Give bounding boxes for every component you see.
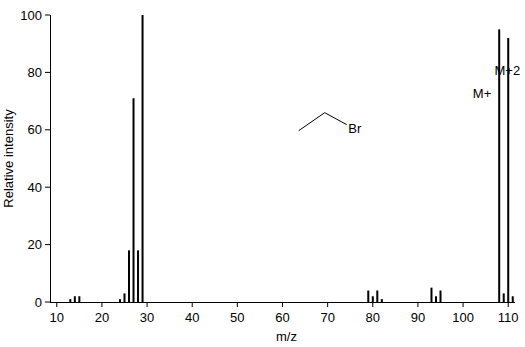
y-tick <box>45 244 50 245</box>
x-tick <box>372 302 373 307</box>
annotation: Br <box>348 121 362 136</box>
x-tick-label: 50 <box>230 310 244 325</box>
annotation: M+ <box>473 86 491 101</box>
x-tick-label: 80 <box>366 310 380 325</box>
x-tick <box>282 302 283 307</box>
bar <box>372 296 374 302</box>
bar <box>133 98 135 302</box>
x-tick-label: 20 <box>95 310 109 325</box>
y-tick-label: 0 <box>35 295 42 310</box>
y-tick-label: 60 <box>28 122 42 137</box>
chart: 10 20 30 40 50 60 70 80 90 100 110 0 20 40 60 80 100 m/z R… <box>0 0 525 347</box>
x-axis-label: m/z <box>276 329 297 344</box>
bar <box>123 293 125 302</box>
y-tick-label: 100 <box>20 8 42 23</box>
bar <box>78 296 80 302</box>
bar <box>430 288 432 302</box>
annotation: M+2 <box>494 63 520 78</box>
bar <box>503 293 505 302</box>
bar <box>381 299 383 302</box>
bar <box>142 15 144 302</box>
bar <box>128 250 130 302</box>
x-tick-label: 40 <box>185 310 199 325</box>
bar <box>435 296 437 302</box>
x-tick-label: 60 <box>275 310 289 325</box>
x-tick-label: 30 <box>140 310 154 325</box>
x-tick <box>417 302 418 307</box>
bar <box>367 291 369 302</box>
x-tick-label: 90 <box>411 310 425 325</box>
structure-bonds <box>299 113 347 131</box>
bar <box>119 299 121 302</box>
bars <box>69 15 513 302</box>
y-tick-label: 40 <box>28 180 42 195</box>
x-tick <box>237 302 238 307</box>
bar <box>69 299 71 302</box>
x-tick <box>327 302 328 307</box>
bar <box>137 250 139 302</box>
x-tick <box>56 302 57 307</box>
x-tick-label: 70 <box>320 310 334 325</box>
x-tick <box>463 302 464 307</box>
y-tick-label: 20 <box>28 237 42 252</box>
x-tick-label: 110 <box>498 310 519 325</box>
bar <box>74 296 76 302</box>
y-tick-label: 80 <box>28 65 42 80</box>
x-tick <box>508 302 509 307</box>
x-tick <box>147 302 148 307</box>
y-axis-label: Relative intensity <box>1 109 16 208</box>
bar <box>376 291 378 302</box>
y-tick <box>45 302 50 303</box>
bar <box>512 296 514 302</box>
x-tick-label: 100 <box>452 310 474 325</box>
x-tick <box>101 302 102 307</box>
y-tick <box>45 72 50 73</box>
x-tick <box>192 302 193 307</box>
y-tick <box>45 15 50 16</box>
bar <box>440 291 442 302</box>
y-axis <box>50 15 51 303</box>
x-tick-label: 10 <box>50 310 64 325</box>
y-tick <box>45 187 50 188</box>
y-tick <box>45 129 50 130</box>
